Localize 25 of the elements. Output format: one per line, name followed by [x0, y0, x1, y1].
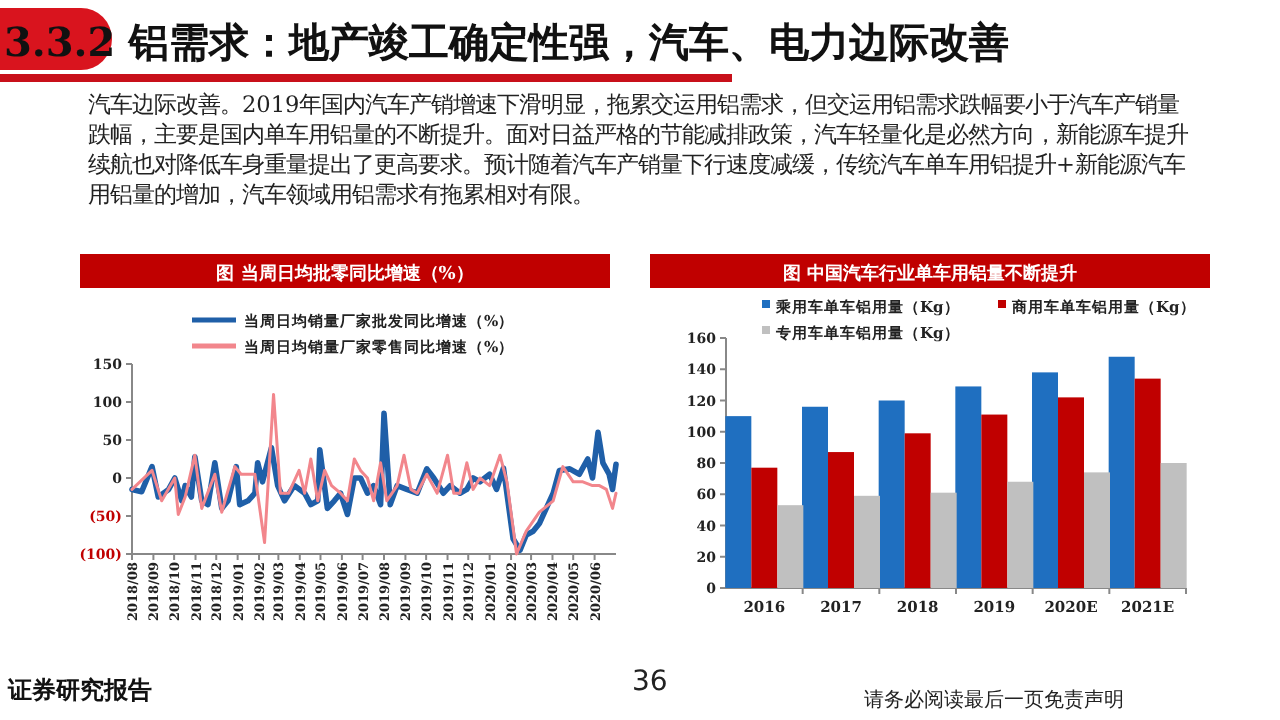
bar [725, 416, 752, 588]
text: 请务必阅读最后一页免责声明 [864, 687, 1124, 714]
bar [1007, 481, 1034, 588]
bar [955, 386, 982, 588]
bar [1134, 378, 1161, 588]
bar [777, 505, 804, 588]
bar [904, 433, 931, 588]
bar [981, 414, 1008, 588]
bar [1058, 397, 1084, 588]
chart-title: 图 当周日均批零同比增速（%） [216, 263, 474, 285]
text: 证券研究报告 [8, 674, 152, 708]
bar [854, 495, 880, 588]
bar [802, 406, 828, 588]
bar [1032, 372, 1058, 588]
bar [828, 452, 854, 588]
text: 汽车边际改善。2019年国内汽车产销增速下滑明显，拖累交运用铝需求，但交运用铝需求跌幅要小于汽车产销量跌幅，主要是国内单车用铝量的不断提升。面对日益严格的节能减排政策，汽车轻量化是必然方向，新能源车提升续航也对降低车身重量提出了更高要求。预计随着汽车产销量下行速度减缓，传统汽车单车用铝提升+新能源汽车用铝量的增加，汽车领域用铝需求有拖累相对有限。 [88, 90, 1190, 210]
bar [930, 492, 957, 588]
bar [751, 467, 778, 588]
text: 3.3.2 铝需求：地产竣工确定性强，汽车、电力边际改善 [4, 16, 1010, 70]
text: 36 [632, 666, 668, 698]
bar [1160, 463, 1187, 588]
bar [878, 400, 905, 588]
bar [1108, 356, 1135, 588]
bar [1084, 472, 1110, 588]
chart-title: 图 中国汽车行业单车用铝量不断提升 [782, 263, 1078, 285]
